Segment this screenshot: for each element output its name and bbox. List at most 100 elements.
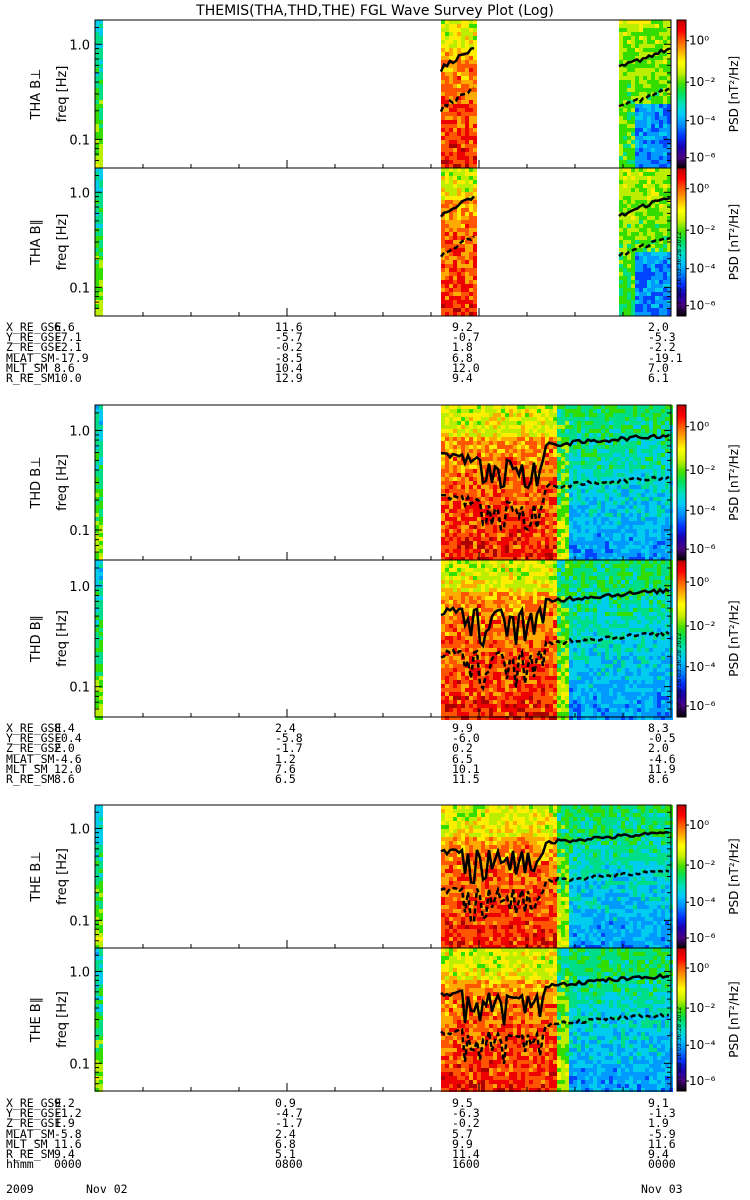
- colorbar-label: PSD [nT²/Hz]: [727, 204, 741, 280]
- overlay-line-dashed: [440, 869, 670, 924]
- colorbar: 10⁰ 10⁻² 10⁻⁴ 10⁻⁶ PSD [nT²/Hz]: [676, 804, 741, 949]
- ephemeris-value: 0000: [648, 1157, 676, 1172]
- colorbar-tick-label: 10⁻²: [689, 75, 716, 89]
- ephemeris-value: -0.4: [54, 731, 82, 746]
- y-tick-label: 1.0: [69, 580, 90, 595]
- colorbar-gradient: [676, 19, 687, 169]
- spectrogram-data-tha-2: [441, 168, 477, 316]
- spectrogram-panel-5: 1.0 0.1 THE B⊥ freq [Hz] 10⁰ 10⁻² 10⁻⁴ 10⁻⁶ PSD …: [29, 804, 741, 949]
- ephemeris-value: -2.1: [54, 340, 82, 355]
- ephemeris-label: MLT_SM: [6, 1136, 48, 1151]
- colorbar-gradient: [676, 404, 687, 561]
- colorbar-tick-label: 10⁻⁴: [689, 262, 716, 276]
- y-tick-label: 1.0: [69, 186, 90, 201]
- ephemeris-value: -6.0: [452, 731, 480, 746]
- y-tick-label: 0.1: [69, 1057, 90, 1072]
- ephemeris-value: -0.2: [275, 340, 303, 355]
- ephemeris-value: -7.1: [54, 330, 82, 345]
- ephemeris-value: 10.1: [452, 761, 480, 776]
- colorbar-tick-label: 10⁰: [689, 961, 709, 975]
- colorbar-tick-label: 10⁻⁶: [689, 699, 716, 713]
- overlay-line-solid: [439, 46, 475, 73]
- ephemeris-value: 6.8: [275, 1136, 296, 1151]
- panel-frame: [94, 19, 672, 169]
- spectrogram-panel-6: 1.0 0.1 THE B∥ freq [Hz] 10⁰ 10⁻² 10⁻⁴ 10⁻⁶ PSD …: [29, 947, 741, 1092]
- y-tick-label: 0.1: [69, 914, 90, 929]
- y-tick-label: 0.1: [69, 681, 90, 696]
- ephemeris-value: 1600: [452, 1157, 480, 1172]
- panel-frame: [94, 167, 672, 317]
- colorbar-tick-label: 10⁻⁴: [689, 895, 716, 909]
- colorbar-tick-label: 10⁻⁶: [689, 1074, 716, 1088]
- ephemeris-value: 7.0: [648, 360, 669, 375]
- ephemeris-label: hhmm: [6, 1157, 34, 1172]
- ephemeris-value: -0.7: [452, 330, 480, 345]
- ephemeris-label: MLT_SM: [6, 761, 48, 776]
- ephemeris-value: 1.9: [648, 1116, 669, 1131]
- colorbar-gradient: [676, 559, 687, 718]
- ephemeris-label: Z_RE_GSE: [6, 1116, 62, 1131]
- panel-label: THA B⊥: [29, 69, 44, 121]
- y-tick-label: 1.0: [69, 424, 90, 439]
- ephemeris-label: X_RE_GSE: [6, 721, 62, 735]
- ephemeris-value: -0.5: [648, 731, 676, 746]
- spectrogram-data-the-2: [441, 948, 673, 1092]
- ephemeris-value: 2.4: [275, 721, 296, 735]
- ephemeris-value: 1.2: [275, 751, 296, 766]
- ephemeris-value: 5.7: [452, 1126, 473, 1141]
- ephemeris-value: 2.0: [54, 741, 75, 756]
- colorbar-tick-label: 10⁻⁴: [689, 660, 716, 674]
- ephemeris-value: 11.9: [648, 761, 676, 776]
- ephemeris-value: -5.9: [648, 1126, 676, 1141]
- ephemeris-value: 11.6: [54, 1136, 82, 1151]
- overlay-line-solid: [441, 433, 670, 490]
- colorbar: 10⁰ 10⁻² 10⁻⁴ 10⁻⁶ PSD [nT²/Hz]: [676, 19, 741, 169]
- ephemeris-value: 9.2: [452, 320, 473, 334]
- end-date-label: Nov 03: [641, 1182, 683, 1196]
- colorbar-tick-label: 10⁰: [689, 575, 709, 589]
- ephemeris-value: 6.6: [54, 320, 75, 334]
- ephemeris-label: Y_RE_GSE: [6, 1106, 62, 1121]
- ephemeris-value: 5.1: [275, 1146, 296, 1161]
- colorbar-tick-label: 10⁻⁶: [689, 299, 716, 313]
- y-axis-label: freq [Hz]: [55, 610, 70, 667]
- overlay-line-dashed: [439, 86, 475, 113]
- colorbar-label: PSD [nT²/Hz]: [727, 444, 741, 520]
- colorbar-tick-label: 10⁰: [689, 818, 709, 832]
- spectrogram-panel-3: 1.0 0.1 THD B⊥ freq [Hz] 10⁰ 10⁻² 10⁻⁴ 10⁻⁶ PSD …: [29, 404, 741, 561]
- ephemeris-value: 2.0: [648, 320, 669, 334]
- overlay-line-solid: [440, 587, 670, 649]
- ephemeris-label: R_RE_SM: [6, 370, 55, 385]
- overlay-line-dashed: [440, 235, 475, 258]
- ephemeris-label: R_RE_SM: [6, 1146, 55, 1161]
- ephemeris-value: 9.4: [648, 1146, 669, 1161]
- colorbar: 10⁰ 10⁻² 10⁻⁴ 10⁻⁶ PSD [nT²/Hz] Sun Sep 16 03…: [676, 559, 741, 718]
- ephemeris-value: 0800: [275, 1157, 303, 1172]
- ephemeris-value: -1.7: [275, 1116, 303, 1131]
- ephemeris-value: 9.4: [452, 370, 473, 385]
- colorbar-label: PSD [nT²/Hz]: [727, 838, 741, 914]
- ephemeris-value: -6.3: [452, 1106, 480, 1121]
- ephemeris-value: 10.4: [275, 360, 303, 375]
- ephemeris-label: Y_RE_GSE: [6, 731, 62, 746]
- ephemeris-value: 9.9: [452, 1136, 473, 1151]
- ephemeris-value: -8.5: [275, 350, 303, 365]
- spectrogram-panel-2: 1.0 0.1 THA B∥ freq [Hz] 10⁰ 10⁻² 10⁻⁴ 10⁻⁶ PSD …: [29, 167, 741, 317]
- generation-timestamp: Sun Sep 16 03:36:28 2012: [676, 1007, 683, 1087]
- ephemeris-value: 6.5: [275, 771, 296, 786]
- colorbar: 10⁰ 10⁻² 10⁻⁴ 10⁻⁶ PSD [nT²/Hz] Sun Sep 16 03…: [676, 947, 741, 1092]
- y-tick-label: 1.0: [69, 965, 90, 980]
- generation-timestamp: Sun Sep 16 03:36:28 2012: [676, 232, 683, 312]
- colorbar-tick-label: 10⁻²: [689, 1001, 716, 1015]
- overlay-line-solid: [440, 195, 475, 218]
- spectrogram-data-thd-2: [441, 405, 673, 561]
- ephemeris-value: -4.6: [54, 751, 82, 766]
- y-axis-label: freq [Hz]: [55, 848, 70, 905]
- ephemeris-value: 12.0: [54, 761, 82, 776]
- ephemeris-value: -1.2: [54, 1106, 82, 1121]
- ephemeris-label: Z_RE_GSE: [6, 340, 62, 355]
- ephemeris-value: 9.5: [452, 1096, 473, 1110]
- colorbar-label: PSD [nT²/Hz]: [727, 600, 741, 676]
- overlay-line-dashed: [618, 87, 671, 108]
